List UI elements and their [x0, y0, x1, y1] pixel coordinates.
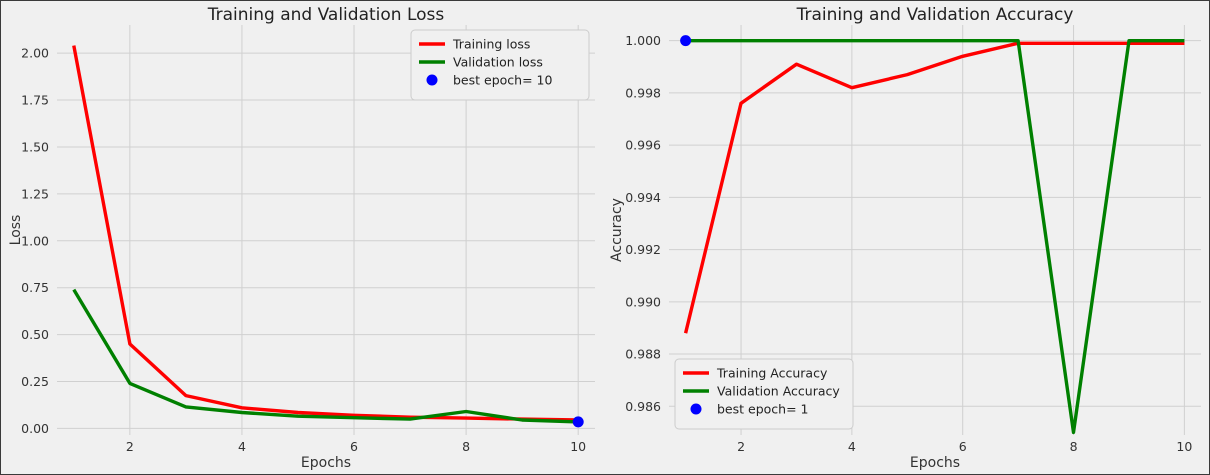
y-tick-label: 1.50 — [21, 139, 49, 154]
y-tick-label: 0.988 — [625, 347, 661, 362]
x-tick-label: 6 — [350, 439, 358, 454]
y-tick-label: 0.00 — [21, 421, 49, 436]
legend-item-training-label: Training loss — [452, 37, 530, 52]
legend-item-validation-label: Validation loss — [453, 55, 543, 70]
legend: Training Accuracy Validation Accuracy best… — [674, 358, 854, 430]
y-tick-label: 0.25 — [21, 374, 49, 389]
legend-item-best-epoch-label: best epoch= 1 — [717, 402, 808, 417]
series-line-validation — [685, 39, 1185, 435]
y-tick-label: 0.50 — [21, 327, 49, 342]
chart-title: Training and Validation Accuracy — [796, 5, 1074, 25]
legend-item-validation-label: Validation Accuracy — [717, 384, 840, 399]
x-tick-label: 8 — [462, 439, 470, 454]
x-tick-label: 4 — [848, 439, 856, 454]
y-tick-label: 1.00 — [21, 233, 49, 248]
y-tick-label: 0.75 — [21, 280, 49, 295]
x-tick-label: 10 — [1176, 439, 1192, 454]
x-tick-label: 2 — [126, 439, 134, 454]
series-line-validation — [72, 288, 579, 424]
legend: Training loss Validation loss best epoch= … — [410, 29, 590, 101]
legend-box — [410, 29, 590, 101]
y-tick-label: 0.998 — [625, 85, 661, 100]
chart-panel-2: 0.986 0.988 0.990 0.992 0.994 0.996 0.998 1.000… — [609, 5, 1201, 471]
legend-item-best-epoch-swatch — [690, 403, 702, 415]
y-tick-label: 0.996 — [625, 138, 661, 153]
y-tick-label: 1.25 — [21, 186, 49, 201]
y-axis-label: Accuracy — [609, 198, 625, 262]
legend-item-training-label: Training Accuracy — [716, 366, 828, 381]
chart-panel-1: 0.00 0.25 0.50 0.75 1.00 1.25 1.50 1.75 2.00 2 4 6 8… — [8, 5, 595, 471]
x-tick-label: 4 — [238, 439, 246, 454]
x-axis-label: Epochs — [910, 455, 960, 471]
y-tick-label: 0.994 — [625, 190, 661, 205]
legend-box — [674, 358, 854, 430]
y-tick-label: 0.992 — [625, 242, 661, 257]
legend-item-best-epoch-label: best epoch= 10 — [453, 73, 552, 88]
series-line-training — [72, 45, 579, 422]
x-axis-label: Epochs — [301, 455, 351, 471]
y-tick-label: 1.75 — [21, 93, 49, 108]
y-axis-label: Loss — [8, 215, 24, 246]
chart-title: Training and Validation Loss — [207, 5, 445, 25]
y-tick-label: 0.986 — [625, 399, 661, 414]
y-tick-label: 2.00 — [21, 46, 49, 61]
legend-item-best-epoch-swatch — [426, 74, 438, 86]
y-tick-label: 0.990 — [625, 294, 661, 309]
x-tick-label: 10 — [570, 439, 586, 454]
x-tick-label: 8 — [1070, 439, 1078, 454]
best-epoch-point — [680, 35, 692, 47]
y-tick-label: 1.000 — [625, 33, 661, 48]
x-tick-label: 2 — [737, 439, 745, 454]
series-line-training — [683, 41, 1185, 334]
x-tick-label: 6 — [959, 439, 967, 454]
best-epoch-point — [572, 416, 584, 428]
